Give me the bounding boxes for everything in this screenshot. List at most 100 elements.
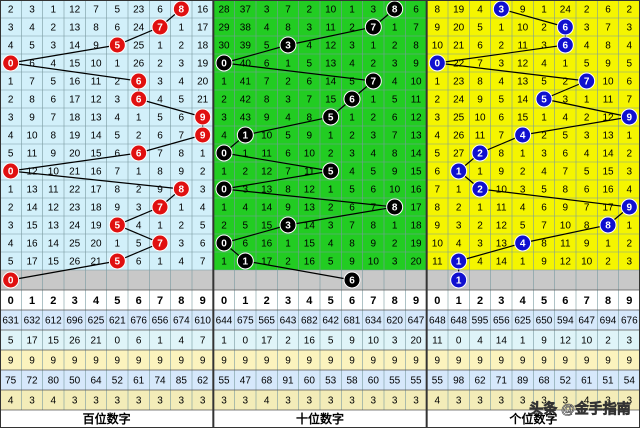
cell: 2	[349, 131, 355, 142]
cell: 8	[264, 95, 270, 106]
draw-ball: 9	[194, 126, 212, 144]
cell: 6	[264, 59, 270, 70]
cell: 12	[517, 59, 529, 70]
column-digit: 6	[349, 295, 355, 307]
trend-line	[10, 8, 204, 281]
stat-cell: 3	[541, 396, 547, 407]
cell: 14	[496, 257, 508, 268]
cell: 10	[602, 77, 614, 88]
cell: 11	[325, 23, 336, 34]
cell: 7	[93, 5, 99, 16]
cell: 10	[48, 167, 60, 178]
ball	[620, 108, 638, 126]
column-digit: 6	[562, 295, 568, 307]
ball	[514, 126, 532, 144]
ball-digit: 5	[328, 167, 334, 178]
ball	[279, 36, 297, 54]
cell: 8	[157, 167, 163, 178]
stat-cell: 631	[2, 316, 19, 327]
draw-ball: 4	[514, 126, 532, 144]
stat-cell: 1	[221, 336, 227, 347]
stat-cell: 565	[258, 316, 275, 327]
cell: 11	[261, 149, 272, 160]
cell: 16	[602, 185, 614, 196]
cell: 5	[115, 131, 121, 142]
cell: 8	[51, 131, 57, 142]
ball	[2, 271, 20, 289]
draw-ball: 8	[386, 198, 404, 216]
cell: 18	[197, 41, 209, 52]
stat-cell: 644	[216, 316, 233, 327]
trend-line	[437, 8, 631, 280]
cell: 6	[371, 185, 377, 196]
ball	[236, 126, 254, 144]
cell: 12	[410, 113, 422, 124]
panel-title: 十位数字	[296, 411, 344, 426]
draw-ball: 7	[364, 18, 382, 36]
cell: 13	[26, 185, 38, 196]
stat-cell: 3	[200, 396, 206, 407]
cell: 4	[328, 239, 334, 250]
ball	[130, 90, 148, 108]
stat-cell: 62	[197, 376, 209, 387]
ball-digit: 0	[8, 167, 14, 178]
cell: 2	[499, 41, 505, 52]
stat-cell: 9	[243, 356, 249, 367]
ball	[620, 198, 638, 216]
stat-cell: 68	[261, 376, 273, 387]
cell: 2	[115, 77, 121, 88]
cell: 3	[115, 95, 121, 106]
cell: 2	[563, 77, 569, 88]
cell: 14	[69, 41, 81, 52]
cell: 1	[499, 23, 505, 34]
ball-digit: 6	[136, 77, 142, 88]
stat-cell: 4	[8, 396, 14, 407]
ball	[578, 72, 596, 90]
cell: 8	[499, 149, 505, 160]
cell: 2	[371, 113, 377, 124]
cell: 3	[499, 59, 505, 70]
cell: 4	[541, 59, 547, 70]
stat-cell: 52	[112, 376, 124, 387]
ball-digit: 0	[8, 59, 14, 70]
stat-cell: 3	[179, 396, 185, 407]
cell: 5	[541, 185, 547, 196]
cell: 1	[584, 95, 590, 106]
cell: 1	[371, 41, 377, 52]
cell: 5	[477, 23, 483, 34]
ball-digit: 7	[157, 203, 163, 214]
draw-ball: 9	[620, 198, 638, 216]
stat-cell: 11	[432, 336, 443, 347]
cell: 15	[410, 167, 422, 178]
cell: 8	[307, 113, 313, 124]
cell: 13	[325, 59, 337, 70]
draw-ball: 7	[151, 234, 169, 252]
cell: 15	[325, 95, 337, 106]
cell: 8	[435, 5, 441, 16]
ball-digit: 1	[243, 131, 249, 142]
cell: 1	[51, 5, 57, 16]
cell: 1	[435, 77, 441, 88]
cell: 3	[435, 113, 441, 124]
column-digit: 5	[541, 295, 547, 307]
cell: 3	[307, 23, 313, 34]
cell: 3	[520, 185, 526, 196]
draw-ball: 2	[471, 180, 489, 198]
cell: 5	[520, 221, 526, 232]
stat-cell: 9	[627, 356, 633, 367]
stat-cell: 696	[66, 316, 83, 327]
stat-cell: 3	[392, 336, 398, 347]
cell: 9	[179, 167, 185, 178]
stat-cell: 55	[218, 376, 230, 387]
stat-cell: 68	[538, 376, 550, 387]
cell: 6	[115, 149, 121, 160]
stat-cell: 9	[179, 356, 185, 367]
ball	[556, 18, 574, 36]
column-digit: 2	[264, 295, 270, 307]
stat-cell: 9	[371, 356, 377, 367]
cell: 23	[69, 203, 81, 214]
cell: 25	[133, 41, 145, 52]
cell: 11	[603, 95, 614, 106]
column-digit: 7	[157, 295, 163, 307]
stat-cell: 60	[304, 376, 316, 387]
